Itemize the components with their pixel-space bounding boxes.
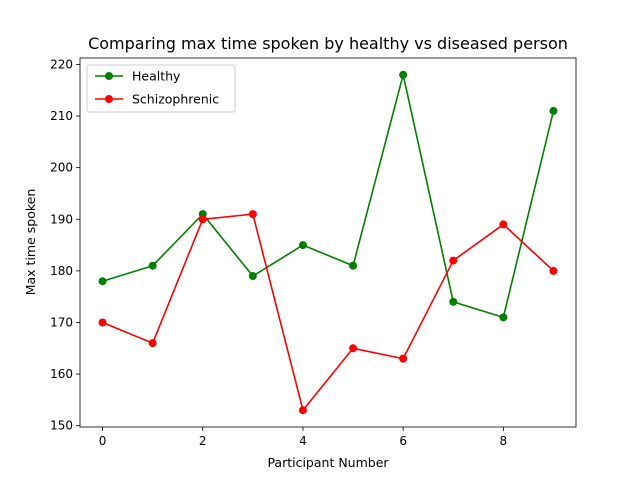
data-point-series-1 bbox=[549, 106, 558, 115]
plot-area: 0 2 4 6 8 150 160 170 180 190 200 210 220 bbox=[50, 57, 577, 448]
legend: Healthy Schizophrenic bbox=[86, 64, 236, 113]
data-point-series-1 bbox=[298, 241, 307, 250]
data-point-series-2 bbox=[298, 406, 307, 415]
data-point-series-1 bbox=[399, 70, 408, 79]
series-line-2 bbox=[102, 213, 554, 412]
data-point-series-2 bbox=[449, 256, 458, 265]
data-point-series-2 bbox=[98, 318, 107, 327]
y-tick-label: 150 bbox=[50, 419, 73, 433]
data-point-series-1 bbox=[499, 313, 508, 322]
data-point-series-2 bbox=[399, 354, 408, 363]
data-point-series-1 bbox=[98, 277, 107, 286]
y-tick-label: 210 bbox=[50, 109, 73, 123]
legend-box bbox=[86, 64, 236, 113]
data-point-series-2 bbox=[148, 339, 157, 348]
data-point-series-2 bbox=[248, 210, 257, 219]
y-tick-label: 180 bbox=[50, 264, 73, 278]
data-point-series-1 bbox=[148, 261, 157, 270]
legend-marker bbox=[105, 95, 113, 103]
y-tick-label: 220 bbox=[50, 57, 73, 71]
y-tick-label: 190 bbox=[50, 212, 73, 226]
x-tick-label: 2 bbox=[199, 434, 207, 448]
legend-label: Healthy bbox=[132, 69, 181, 84]
data-point-series-2 bbox=[499, 220, 508, 229]
x-tick-label: 8 bbox=[500, 434, 508, 448]
x-axis-label: Participant Number bbox=[267, 455, 389, 470]
x-tick-label: 6 bbox=[399, 434, 407, 448]
data-point-series-1 bbox=[349, 261, 358, 270]
x-tick-label: 0 bbox=[99, 434, 107, 448]
data-point-series-1 bbox=[248, 272, 257, 281]
data-point-series-2 bbox=[349, 344, 358, 353]
data-point-series-2 bbox=[549, 266, 558, 275]
y-tick-label: 200 bbox=[50, 161, 73, 175]
axes-frame bbox=[79, 57, 577, 428]
y-tick-label: 160 bbox=[50, 367, 73, 381]
y-tick-label: 170 bbox=[50, 315, 73, 329]
legend-label: Schizophrenic bbox=[132, 92, 219, 107]
series-line-1 bbox=[102, 73, 555, 319]
data-point-series-2 bbox=[198, 215, 207, 224]
chart-title: Comparing max time spoken by healthy vs … bbox=[88, 34, 568, 53]
legend-marker bbox=[105, 72, 113, 80]
data-point-series-1 bbox=[449, 297, 458, 306]
y-axis-label: Max time spoken bbox=[23, 189, 38, 296]
x-tick-label: 4 bbox=[299, 434, 307, 448]
